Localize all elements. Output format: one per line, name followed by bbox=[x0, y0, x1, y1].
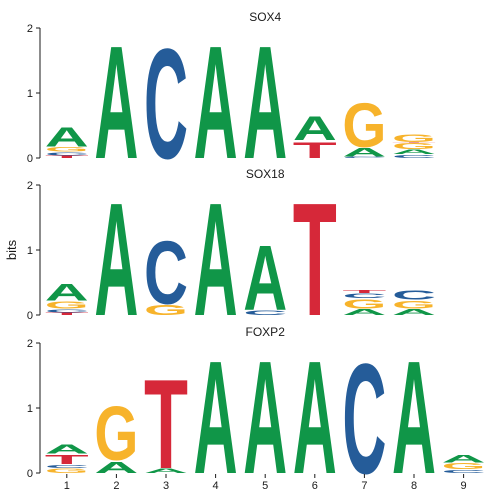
logo-letter-t: T bbox=[342, 289, 386, 294]
logo-letter-a: A bbox=[45, 442, 89, 456]
y-tick-label: 2 bbox=[27, 180, 33, 192]
y-tick-label: 1 bbox=[27, 245, 33, 257]
x-tick-label: 5 bbox=[262, 480, 268, 492]
logo-letter-c: C bbox=[144, 222, 188, 323]
logo-letter-a: A bbox=[94, 169, 138, 349]
x-tick-label: 6 bbox=[312, 480, 318, 492]
logo-letter-t: T bbox=[293, 170, 337, 349]
logo-letter-a: A bbox=[194, 12, 238, 192]
logo-letter-a: A bbox=[243, 226, 287, 330]
logo-letter-t: T bbox=[144, 352, 188, 495]
logo-letter-a: A bbox=[194, 169, 238, 349]
logo-letter-c: C bbox=[144, 17, 188, 192]
x-tick-label: 2 bbox=[113, 480, 119, 492]
logo-letter-a: A bbox=[243, 12, 287, 192]
logo-letter-g: G bbox=[342, 90, 386, 160]
x-tick-label: 9 bbox=[461, 480, 467, 492]
y-tick-label: 1 bbox=[27, 88, 33, 100]
y-tick-label: 1 bbox=[27, 403, 33, 415]
logo-letter-a: A bbox=[442, 453, 486, 466]
logo-letter-g: G bbox=[94, 392, 138, 477]
x-tick-label: 8 bbox=[411, 480, 417, 492]
y-tick-label: 0 bbox=[27, 468, 33, 480]
logo-letter-a: A bbox=[94, 12, 138, 192]
logo-letter-g: G bbox=[392, 132, 436, 145]
logo-letter-a: A bbox=[45, 121, 89, 152]
x-tick-label: 7 bbox=[361, 480, 367, 492]
x-tick-label: 1 bbox=[64, 480, 70, 492]
x-tick-label: 3 bbox=[163, 480, 169, 492]
y-axis-label: bits bbox=[4, 239, 19, 260]
logo-letter-a: A bbox=[293, 110, 337, 148]
logo-letter-a: A bbox=[45, 279, 89, 306]
y-tick-label: 2 bbox=[27, 23, 33, 35]
logo-letter-c: C bbox=[342, 332, 386, 504]
logo-letter-c: C bbox=[392, 288, 436, 302]
y-tick-label: 2 bbox=[27, 338, 33, 350]
y-tick-label: 0 bbox=[27, 153, 33, 165]
panel-title: SOX18 bbox=[246, 167, 285, 181]
x-tick-label: 4 bbox=[213, 480, 219, 492]
y-tick-label: 0 bbox=[27, 310, 33, 322]
